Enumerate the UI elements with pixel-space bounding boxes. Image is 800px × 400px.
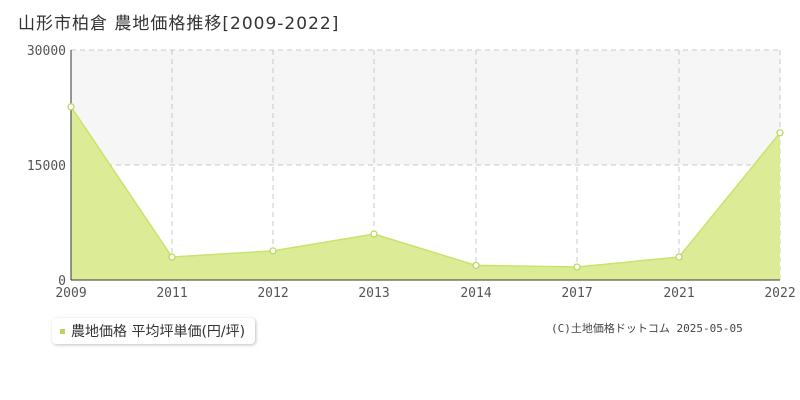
y-tick-label: 30000 [27,44,66,59]
x-tick-label-2013: 2013 [358,286,389,301]
x-tick-label-2017: 2017 [561,286,592,301]
copyright-text: (C)土地価格ドットコム 2025-05-05 [551,322,743,335]
data-point-2022 [776,129,784,137]
plot-band [71,50,780,165]
data-point-2011 [168,253,176,261]
data-point-2012 [269,247,277,255]
x-tick-label-2009: 2009 [55,286,86,301]
x-tick-label-2021: 2021 [663,286,694,301]
x-tick-label-2011: 2011 [156,286,187,301]
chart-title: 山形市柏倉 農地価格推移[2009-2022] [18,14,340,34]
legend: 農地価格 平均坪単価(円/坪) [52,318,256,344]
data-point-2017 [573,263,581,271]
x-tick-label-2012: 2012 [257,286,288,301]
legend-swatch [60,328,65,334]
data-point-2014 [472,261,480,270]
data-point-2009 [67,103,75,111]
y-tick-label: 15000 [27,159,66,174]
data-point-2013 [370,230,378,238]
y-tick-label: 0 [58,274,66,289]
x-tick-label-2022: 2022 [764,286,795,301]
legend-label: 農地価格 平均坪単価(円/坪) [71,324,246,340]
area-chart: 0 15000 30000 2009 2011 2012 2013 2014 2017 2021 2… [27,44,796,301]
data-point-2021 [675,253,683,261]
series-area [71,106,780,280]
series-line [70,106,781,268]
x-tick-label-2014: 2014 [460,286,491,301]
